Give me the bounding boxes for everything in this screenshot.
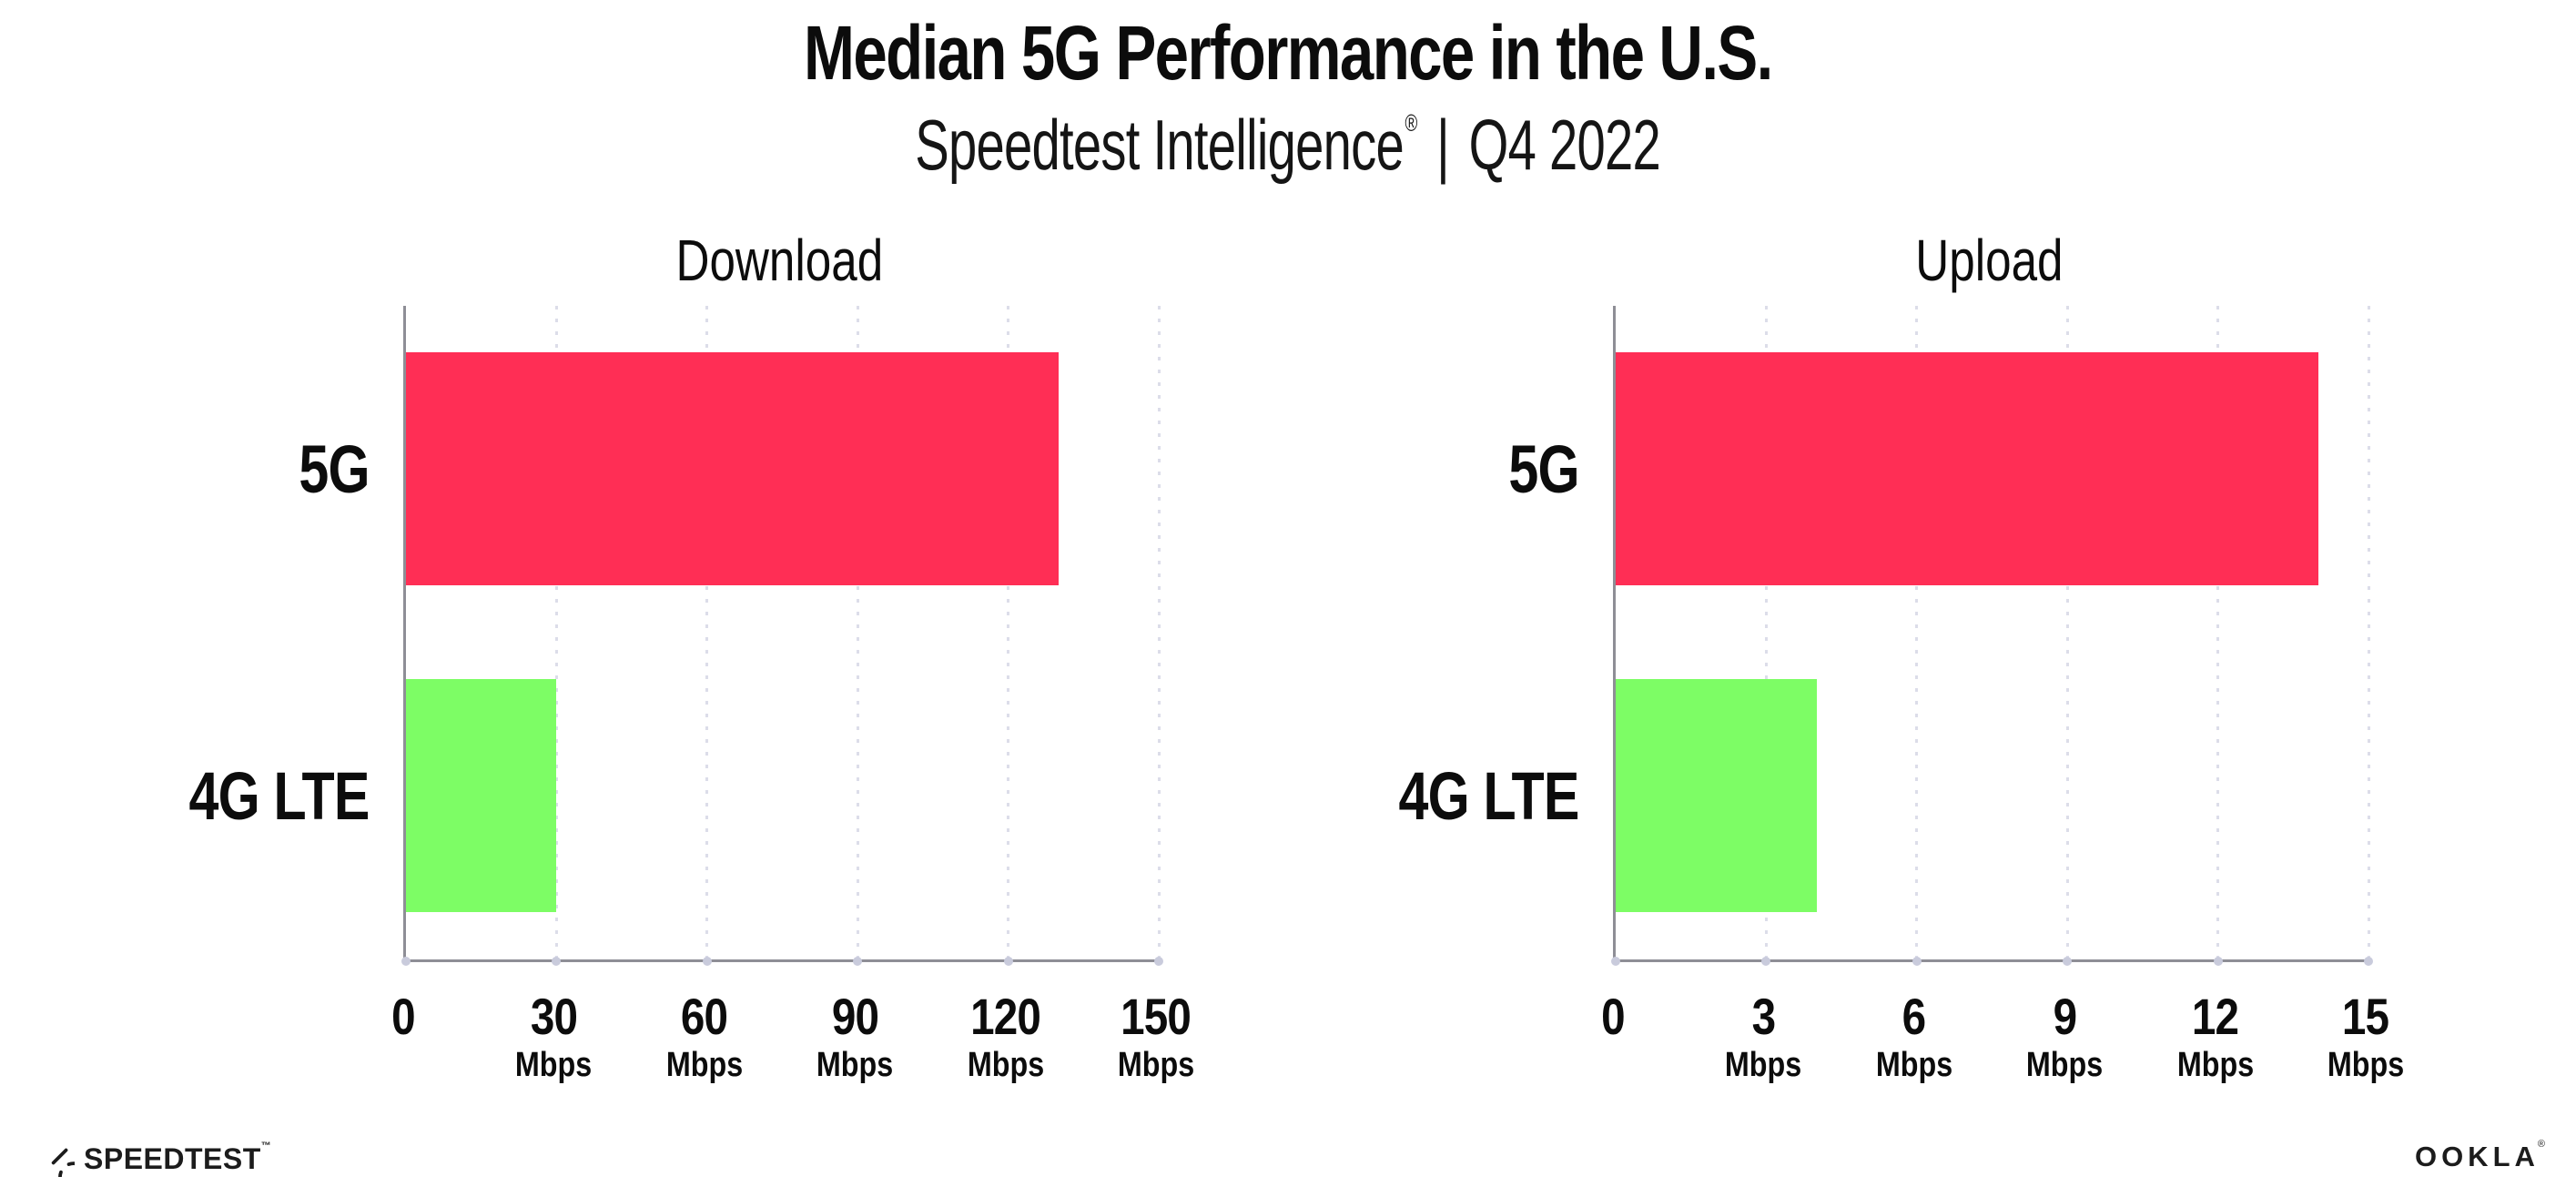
tick-number: 9 (2053, 988, 2077, 1045)
tick-number: 12 (2191, 988, 2239, 1045)
registered-mark: ® (1405, 109, 1418, 137)
speedtest-wordmark: SPEEDTEST™ (84, 1140, 272, 1175)
category-labels: 5G 4G LTE (1210, 306, 1580, 959)
bar-5g (1616, 351, 2318, 586)
tick-label-0: 0 (390, 962, 417, 1042)
trademark-mark: ™ (260, 1140, 272, 1151)
tick-label-9: 9 Mbps (2020, 962, 2110, 1084)
tick-unit: Mbps (665, 1046, 743, 1084)
tick-number: 0 (391, 988, 415, 1045)
category-labels: 5G 4G LTE (0, 306, 370, 959)
subtitle-brand: Speedtest Intelligence (915, 105, 1405, 185)
chart-title-text: Download (675, 228, 884, 293)
axis-tick-dot-12 (2213, 957, 2223, 966)
tick-number: 120 (970, 988, 1041, 1045)
tick-unit: Mbps (2176, 1046, 2254, 1084)
gridline-90 (856, 306, 859, 959)
subtitle-period: Q4 2022 (1468, 105, 1661, 185)
page-title-text: Median 5G Performance in the U.S. (804, 10, 1773, 96)
plot-area (1611, 306, 2373, 966)
tick-label-30: 30 Mbps (509, 962, 599, 1084)
chart-title: Upload (1613, 218, 2366, 302)
tick-unit: Mbps (515, 1046, 593, 1084)
axis-tick-dot-90 (853, 957, 863, 966)
axis-tick-dot-0 (401, 957, 411, 966)
chart-title-text: Upload (1915, 228, 2064, 293)
bar-5g (406, 351, 1059, 586)
tick-unit: Mbps (816, 1046, 894, 1084)
x-axis-ticks: 0 30 Mbps 60 Mbps 90 Mbps 120 Mbps 150 Mbps (391, 962, 1194, 1126)
tick-number: 60 (681, 988, 728, 1045)
category-label-5g: 5G (299, 431, 370, 507)
axis-tick-dot-60 (702, 957, 712, 966)
axis-tick-dot-0 (1611, 957, 1620, 966)
tick-label-150: 150 Mbps (1111, 962, 1201, 1084)
gridline-6 (1915, 306, 1919, 959)
x-axis-ticks: 0 3 Mbps 6 Mbps 9 Mbps 12 Mbps 15 Mbps (1601, 962, 2404, 1126)
bar-4g-lte (406, 678, 557, 913)
tick-label-12: 12 Mbps (2170, 962, 2260, 1084)
bar-4g-lte (1616, 678, 1817, 913)
tick-number: 150 (1121, 988, 1192, 1045)
tick-label-60: 60 Mbps (659, 962, 749, 1084)
tick-unit: Mbps (1725, 1046, 1802, 1084)
tick-number: 15 (2342, 988, 2389, 1045)
subtitle-separator: | (1436, 105, 1451, 185)
ookla-logo: OOKLA® (2414, 1139, 2545, 1173)
tick-unit: Mbps (1117, 1046, 1195, 1084)
tick-label-3: 3 Mbps (1719, 962, 1809, 1084)
page-title: Median 5G Performance in the U.S. (0, 15, 2576, 91)
axis-tick-dot-15 (2364, 957, 2373, 966)
tick-unit: Mbps (2026, 1046, 2104, 1084)
plot-area (401, 306, 1163, 966)
axis-tick-dot-120 (1003, 957, 1013, 966)
gridline-12 (2216, 306, 2220, 959)
gridline-3 (1764, 306, 1768, 959)
gridline-30 (554, 306, 558, 959)
gridline-9 (2065, 306, 2069, 959)
tick-number: 3 (1751, 988, 1776, 1045)
tick-number: 90 (831, 988, 879, 1045)
gridline-60 (705, 306, 709, 959)
tick-unit: Mbps (1875, 1046, 1952, 1084)
tick-unit: Mbps (2327, 1046, 2405, 1084)
ookla-wordmark: OOKLA (2414, 1141, 2540, 1172)
axis-tick-dot-9 (2063, 957, 2073, 966)
registered-mark: ® (2537, 1139, 2545, 1150)
tick-number: 6 (1902, 988, 1926, 1045)
gridline-150 (1157, 306, 1161, 959)
tick-label-90: 90 Mbps (810, 962, 900, 1084)
page-subtitle: Speedtest Intelligence® | Q4 2022 (0, 109, 2576, 180)
tick-label-0: 0 (1599, 962, 1627, 1042)
chart-title: Download (403, 218, 1156, 302)
axis-tick-dot-30 (552, 957, 562, 966)
speedtest-gauge-icon (51, 1148, 75, 1177)
tick-unit: Mbps (967, 1046, 1044, 1084)
gridline-15 (2367, 306, 2370, 959)
axis-tick-dot-3 (1761, 957, 1771, 966)
axis-tick-dot-150 (1154, 957, 1163, 966)
category-label-5g: 5G (1508, 431, 1580, 507)
axis-tick-dot-6 (1912, 957, 1922, 966)
chart-upload: Upload 5G 4G LTE 0 3 Mbps 6 Mbps 9 Mbps 12 Mbps 15… (1210, 218, 2404, 1129)
category-label-4g-lte: 4G LTE (1398, 757, 1580, 834)
tick-label-120: 120 Mbps (960, 962, 1050, 1084)
tick-label-6: 6 Mbps (1869, 962, 1959, 1084)
tick-number: 0 (1601, 988, 1625, 1045)
tick-label-15: 15 Mbps (2320, 962, 2410, 1084)
header: Median 5G Performance in the U.S. Speedt… (0, 0, 2576, 180)
gridline-120 (1007, 306, 1010, 959)
chart-download: Download 5G 4G LTE 0 30 Mbps 60 Mbps 90 Mbps 120… (0, 218, 1194, 1129)
tick-number: 30 (530, 988, 578, 1045)
category-label-4g-lte: 4G LTE (188, 757, 370, 834)
speedtest-logo: SPEEDTEST™ (38, 1141, 271, 1177)
